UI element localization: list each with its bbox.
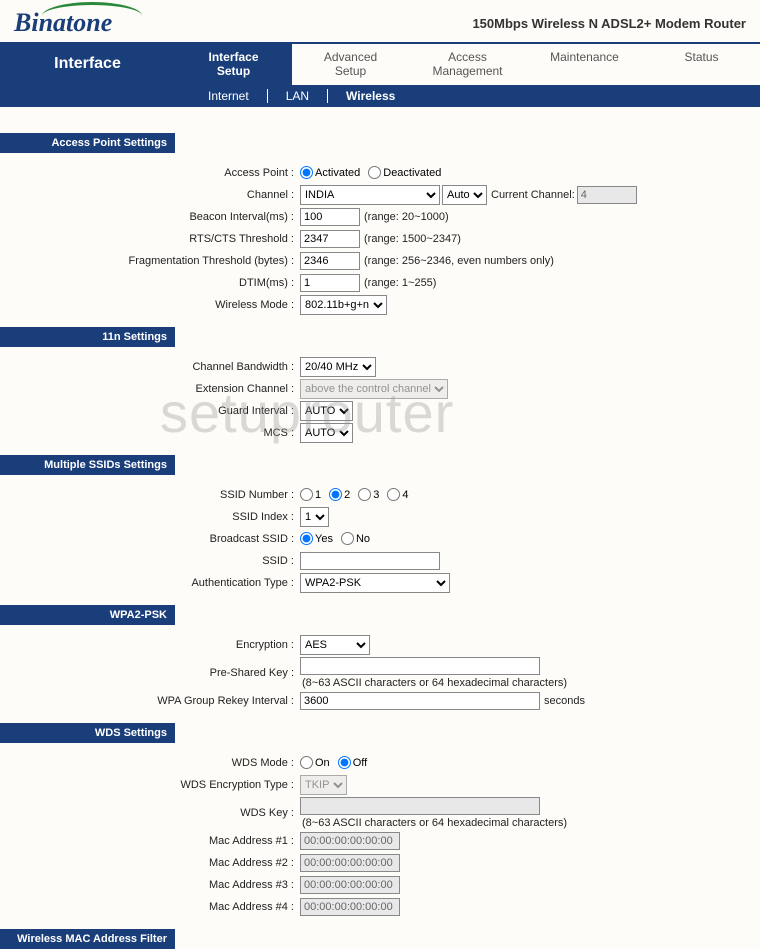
label-wmode: Wireless Mode :: [0, 299, 300, 311]
select-channel-auto[interactable]: Auto: [442, 185, 487, 205]
select-auth[interactable]: WPA2-PSK: [300, 573, 450, 593]
label-mac1: Mac Address #1 :: [0, 835, 300, 847]
input-beacon[interactable]: [300, 208, 360, 226]
nav-tabs: Interface Setup Advanced Setup Access Ma…: [175, 44, 760, 85]
label-guard: Guard Interval :: [0, 405, 300, 417]
tab-advanced-setup[interactable]: Advanced Setup: [292, 44, 409, 85]
radio-ssid-3[interactable]: [358, 488, 371, 501]
subnav-wireless[interactable]: Wireless: [327, 89, 413, 103]
radio-ssid-4[interactable]: [387, 488, 400, 501]
header: Binatone 150Mbps Wireless N ADSL2+ Modem…: [0, 0, 760, 42]
hint-rts: (range: 1500~2347): [364, 233, 461, 245]
select-channel-region[interactable]: INDIA: [300, 185, 440, 205]
select-ssid-idx[interactable]: 1: [300, 507, 329, 527]
subnav-internet[interactable]: Internet: [190, 89, 267, 103]
select-guard[interactable]: AUTO: [300, 401, 353, 421]
input-psk[interactable]: [300, 657, 540, 675]
input-mac1: [300, 832, 400, 850]
label-wds-enc: WDS Encryption Type :: [0, 779, 300, 791]
label-ssid-idx: SSID Index :: [0, 511, 300, 523]
label-current-channel: Current Channel:: [491, 189, 575, 201]
section-macfilter: Wireless MAC Address Filter: [0, 929, 175, 949]
label-enc: Encryption :: [0, 639, 300, 651]
radio-activated[interactable]: [300, 166, 313, 179]
nav-section-label: Interface: [0, 44, 175, 85]
input-current-channel: [577, 186, 637, 204]
label-mac4: Mac Address #4 :: [0, 901, 300, 913]
select-wmode[interactable]: 802.11b+g+n: [300, 295, 387, 315]
label-seconds: seconds: [544, 695, 585, 707]
radio-bssid-yes[interactable]: [300, 532, 313, 545]
label-deactivated: Deactivated: [383, 167, 441, 179]
select-enc[interactable]: AES: [300, 635, 370, 655]
label-access-point: Access Point :: [0, 167, 300, 179]
section-wpa2: WPA2-PSK: [0, 605, 175, 625]
section-11n: 11n Settings: [0, 327, 175, 347]
hint-psk: (8~63 ASCII characters or 64 hexadecimal…: [302, 677, 567, 689]
label-ext: Extension Channel :: [0, 383, 300, 395]
label-auth: Authentication Type :: [0, 577, 300, 589]
input-rekey[interactable]: [300, 692, 540, 710]
input-mac3: [300, 876, 400, 894]
sub-nav: Internet LAN Wireless: [0, 85, 760, 107]
hint-dtim: (range: 1~255): [364, 277, 436, 289]
input-rts[interactable]: [300, 230, 360, 248]
label-psk: Pre-Shared Key :: [0, 667, 300, 679]
label-mcs: MCS :: [0, 427, 300, 439]
radio-deactivated[interactable]: [368, 166, 381, 179]
label-mac2: Mac Address #2 :: [0, 857, 300, 869]
input-frag[interactable]: [300, 252, 360, 270]
brand-logo: Binatone: [14, 8, 112, 38]
input-dtim[interactable]: [300, 274, 360, 292]
label-channel: Channel :: [0, 189, 300, 201]
subnav-lan[interactable]: LAN: [267, 89, 327, 103]
radio-ssid-1[interactable]: [300, 488, 313, 501]
input-wds-key: [300, 797, 540, 815]
radio-bssid-no[interactable]: [341, 532, 354, 545]
label-rekey: WPA Group Rekey Interval :: [0, 695, 300, 707]
input-mac2: [300, 854, 400, 872]
logo-swoosh-icon: [42, 2, 142, 16]
radio-ssid-2[interactable]: [329, 488, 342, 501]
select-ext: above the control channel: [300, 379, 448, 399]
input-ssid[interactable]: [300, 552, 440, 570]
radio-wds-on[interactable]: [300, 756, 313, 769]
tab-interface-setup[interactable]: Interface Setup: [175, 44, 292, 85]
hint-frag: (range: 256~2346, even numbers only): [364, 255, 554, 267]
select-chbw[interactable]: 20/40 MHz: [300, 357, 376, 377]
select-wds-enc: TKIP: [300, 775, 347, 795]
label-dtim: DTIM(ms) :: [0, 277, 300, 289]
radio-wds-off[interactable]: [338, 756, 351, 769]
label-beacon: Beacon Interval(ms) :: [0, 211, 300, 223]
label-mac3: Mac Address #3 :: [0, 879, 300, 891]
section-ssids: Multiple SSIDs Settings: [0, 455, 175, 475]
hint-wds-key: (8~63 ASCII characters or 64 hexadecimal…: [302, 817, 567, 829]
main-nav: Interface Interface Setup Advanced Setup…: [0, 42, 760, 85]
label-frag: Fragmentation Threshold (bytes) :: [0, 255, 300, 267]
label-chbw: Channel Bandwidth :: [0, 361, 300, 373]
tab-access-management[interactable]: Access Management: [409, 44, 526, 85]
label-bssid: Broadcast SSID :: [0, 533, 300, 545]
section-access-point: Access Point Settings: [0, 133, 175, 153]
product-title: 150Mbps Wireless N ADSL2+ Modem Router: [472, 16, 746, 31]
label-wds-mode: WDS Mode :: [0, 757, 300, 769]
tab-status[interactable]: Status: [643, 44, 760, 85]
label-rts: RTS/CTS Threshold :: [0, 233, 300, 245]
hint-beacon: (range: 20~1000): [364, 211, 449, 223]
label-wds-key: WDS Key :: [0, 807, 300, 819]
input-mac4: [300, 898, 400, 916]
label-ssid: SSID :: [0, 555, 300, 567]
tab-maintenance[interactable]: Maintenance: [526, 44, 643, 85]
section-wds: WDS Settings: [0, 723, 175, 743]
label-activated: Activated: [315, 167, 360, 179]
label-ssid-num: SSID Number :: [0, 489, 300, 501]
select-mcs[interactable]: AUTO: [300, 423, 353, 443]
